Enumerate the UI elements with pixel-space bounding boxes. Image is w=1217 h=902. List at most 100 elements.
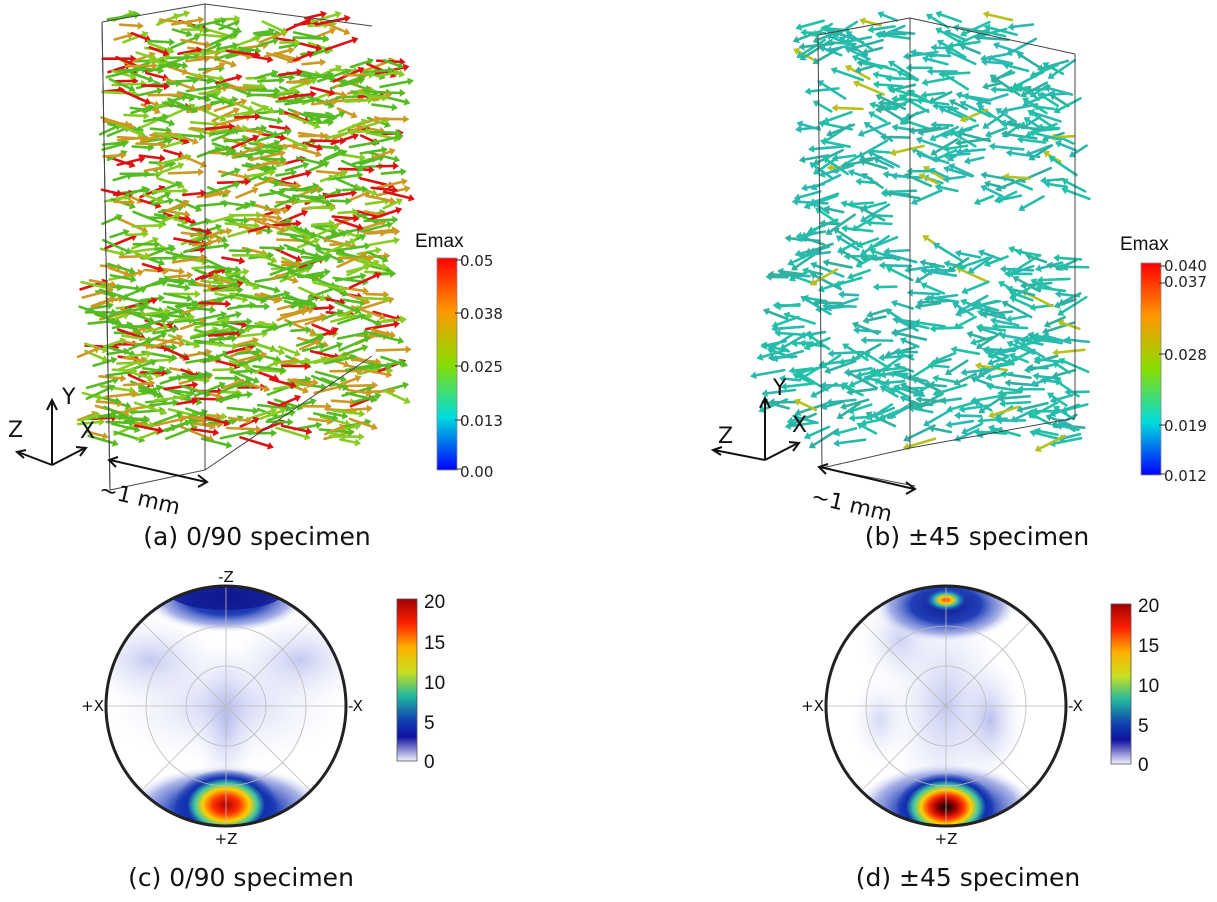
vector-arrowhead bbox=[961, 427, 969, 435]
vector-arrow bbox=[107, 65, 127, 74]
vector-arrowhead bbox=[198, 168, 205, 177]
vector-arrowhead bbox=[244, 362, 252, 371]
vector-arrowhead bbox=[273, 296, 281, 304]
vector-arrow bbox=[286, 247, 317, 257]
vector-arrowhead bbox=[141, 30, 149, 39]
vector-arrow bbox=[948, 359, 969, 373]
vector-arrow bbox=[280, 359, 307, 367]
vector-arrow bbox=[359, 177, 390, 187]
vector-arrowhead bbox=[344, 14, 351, 23]
vector-arrowhead bbox=[120, 374, 127, 383]
vector-arrowhead bbox=[101, 355, 109, 363]
vector-arrow bbox=[200, 437, 228, 447]
vector-arrowhead bbox=[799, 53, 807, 61]
vector-arrowhead bbox=[143, 111, 150, 120]
axis-label-x-b: X bbox=[792, 413, 807, 438]
vector-arrowhead bbox=[336, 309, 344, 317]
vector-arrow bbox=[812, 145, 845, 151]
vector-arrowhead bbox=[280, 26, 288, 35]
vector-arrowhead bbox=[137, 125, 145, 134]
vector-arrow bbox=[908, 264, 936, 272]
vector-arrowhead bbox=[252, 282, 260, 290]
vector-arrowhead bbox=[354, 374, 362, 383]
vector-arrowhead bbox=[133, 11, 141, 19]
vector-arrow bbox=[180, 368, 197, 377]
vector-arrow bbox=[936, 244, 965, 264]
vector-arrow bbox=[371, 135, 400, 145]
vector-arrowhead bbox=[214, 353, 222, 362]
vector-arrowhead bbox=[162, 48, 170, 57]
vector-arrow bbox=[307, 286, 337, 299]
vector-arrow bbox=[984, 173, 1015, 182]
vector-arrow bbox=[355, 209, 374, 217]
vector-arrow bbox=[184, 407, 202, 416]
vector-arrowhead bbox=[128, 266, 136, 275]
vector-arrow bbox=[221, 320, 249, 324]
vector-arrowhead bbox=[150, 358, 158, 367]
vector-arrow bbox=[1024, 337, 1050, 346]
vector-arrowhead bbox=[235, 26, 243, 34]
vector-arrowhead bbox=[285, 204, 293, 212]
vector-arrowhead bbox=[158, 365, 166, 373]
vector-arrow bbox=[951, 148, 968, 159]
vector-arrow bbox=[215, 359, 237, 367]
vector-arrowhead bbox=[794, 249, 802, 258]
vector-arrow bbox=[281, 19, 309, 34]
vector-arrow bbox=[218, 394, 238, 403]
vector-arrow bbox=[344, 98, 370, 104]
vector-arrowhead bbox=[1005, 315, 1013, 323]
vector-arrow bbox=[920, 139, 943, 149]
vector-arrow bbox=[944, 397, 963, 402]
vector-arrowhead bbox=[999, 265, 1006, 274]
vector-arrow bbox=[767, 310, 789, 321]
panel-c: -Z +Z +X -X 20 15 10 5 0 (c) 0/90 specim… bbox=[81, 568, 445, 892]
vector-arrowhead bbox=[287, 418, 294, 427]
vector-arrowhead bbox=[393, 155, 401, 163]
vector-arrowhead bbox=[186, 19, 194, 28]
vector-arrowhead bbox=[819, 137, 827, 146]
vector-arrow bbox=[827, 261, 853, 269]
vector-arrowhead bbox=[403, 396, 411, 404]
vector-arrow bbox=[143, 166, 161, 173]
vector-arrowhead bbox=[270, 256, 278, 264]
vector-arrow bbox=[836, 106, 864, 111]
vector-arrow bbox=[1061, 432, 1082, 440]
vector-arrow bbox=[854, 38, 884, 49]
vector-arrowhead bbox=[845, 31, 853, 39]
vector-arrow bbox=[818, 209, 839, 225]
vector-arrow bbox=[208, 32, 236, 47]
vector-arrow bbox=[255, 421, 282, 434]
vector-arrowhead bbox=[396, 61, 404, 70]
vector-arrow bbox=[809, 242, 834, 253]
vector-arrow bbox=[124, 188, 144, 197]
vector-arrow bbox=[348, 141, 376, 149]
vector-arrowhead bbox=[339, 284, 347, 293]
vector-arrowhead bbox=[402, 63, 410, 72]
vector-arrowhead bbox=[962, 92, 969, 101]
vector-arrowhead bbox=[256, 211, 263, 220]
vector-arrowhead bbox=[872, 283, 879, 292]
vector-arrowhead bbox=[860, 418, 867, 427]
vector-arrow bbox=[198, 301, 227, 306]
vector-arrowhead bbox=[926, 67, 933, 76]
vector-arrow bbox=[260, 149, 279, 153]
vector-arrowhead bbox=[819, 381, 826, 390]
vector-arrow bbox=[248, 141, 280, 150]
vector-arrow bbox=[319, 171, 344, 183]
vector-arrowhead bbox=[171, 325, 179, 334]
vector-arrow bbox=[936, 383, 968, 395]
vector-arrowhead bbox=[934, 183, 942, 192]
vector-arrowhead bbox=[822, 157, 830, 164]
vector-arrow bbox=[129, 380, 154, 392]
vector-arrow bbox=[339, 438, 357, 444]
vector-arrowhead bbox=[273, 323, 280, 332]
vector-arrow bbox=[355, 296, 386, 301]
vector-arrow bbox=[267, 401, 286, 409]
vector-arrow bbox=[349, 60, 370, 69]
vector-arrowhead bbox=[885, 100, 893, 108]
vector-arrow bbox=[204, 416, 226, 425]
vector-arrowhead bbox=[353, 214, 360, 223]
vector-arrow bbox=[140, 134, 163, 142]
vector-arrow bbox=[851, 268, 871, 278]
vector-arrowhead bbox=[792, 35, 800, 44]
